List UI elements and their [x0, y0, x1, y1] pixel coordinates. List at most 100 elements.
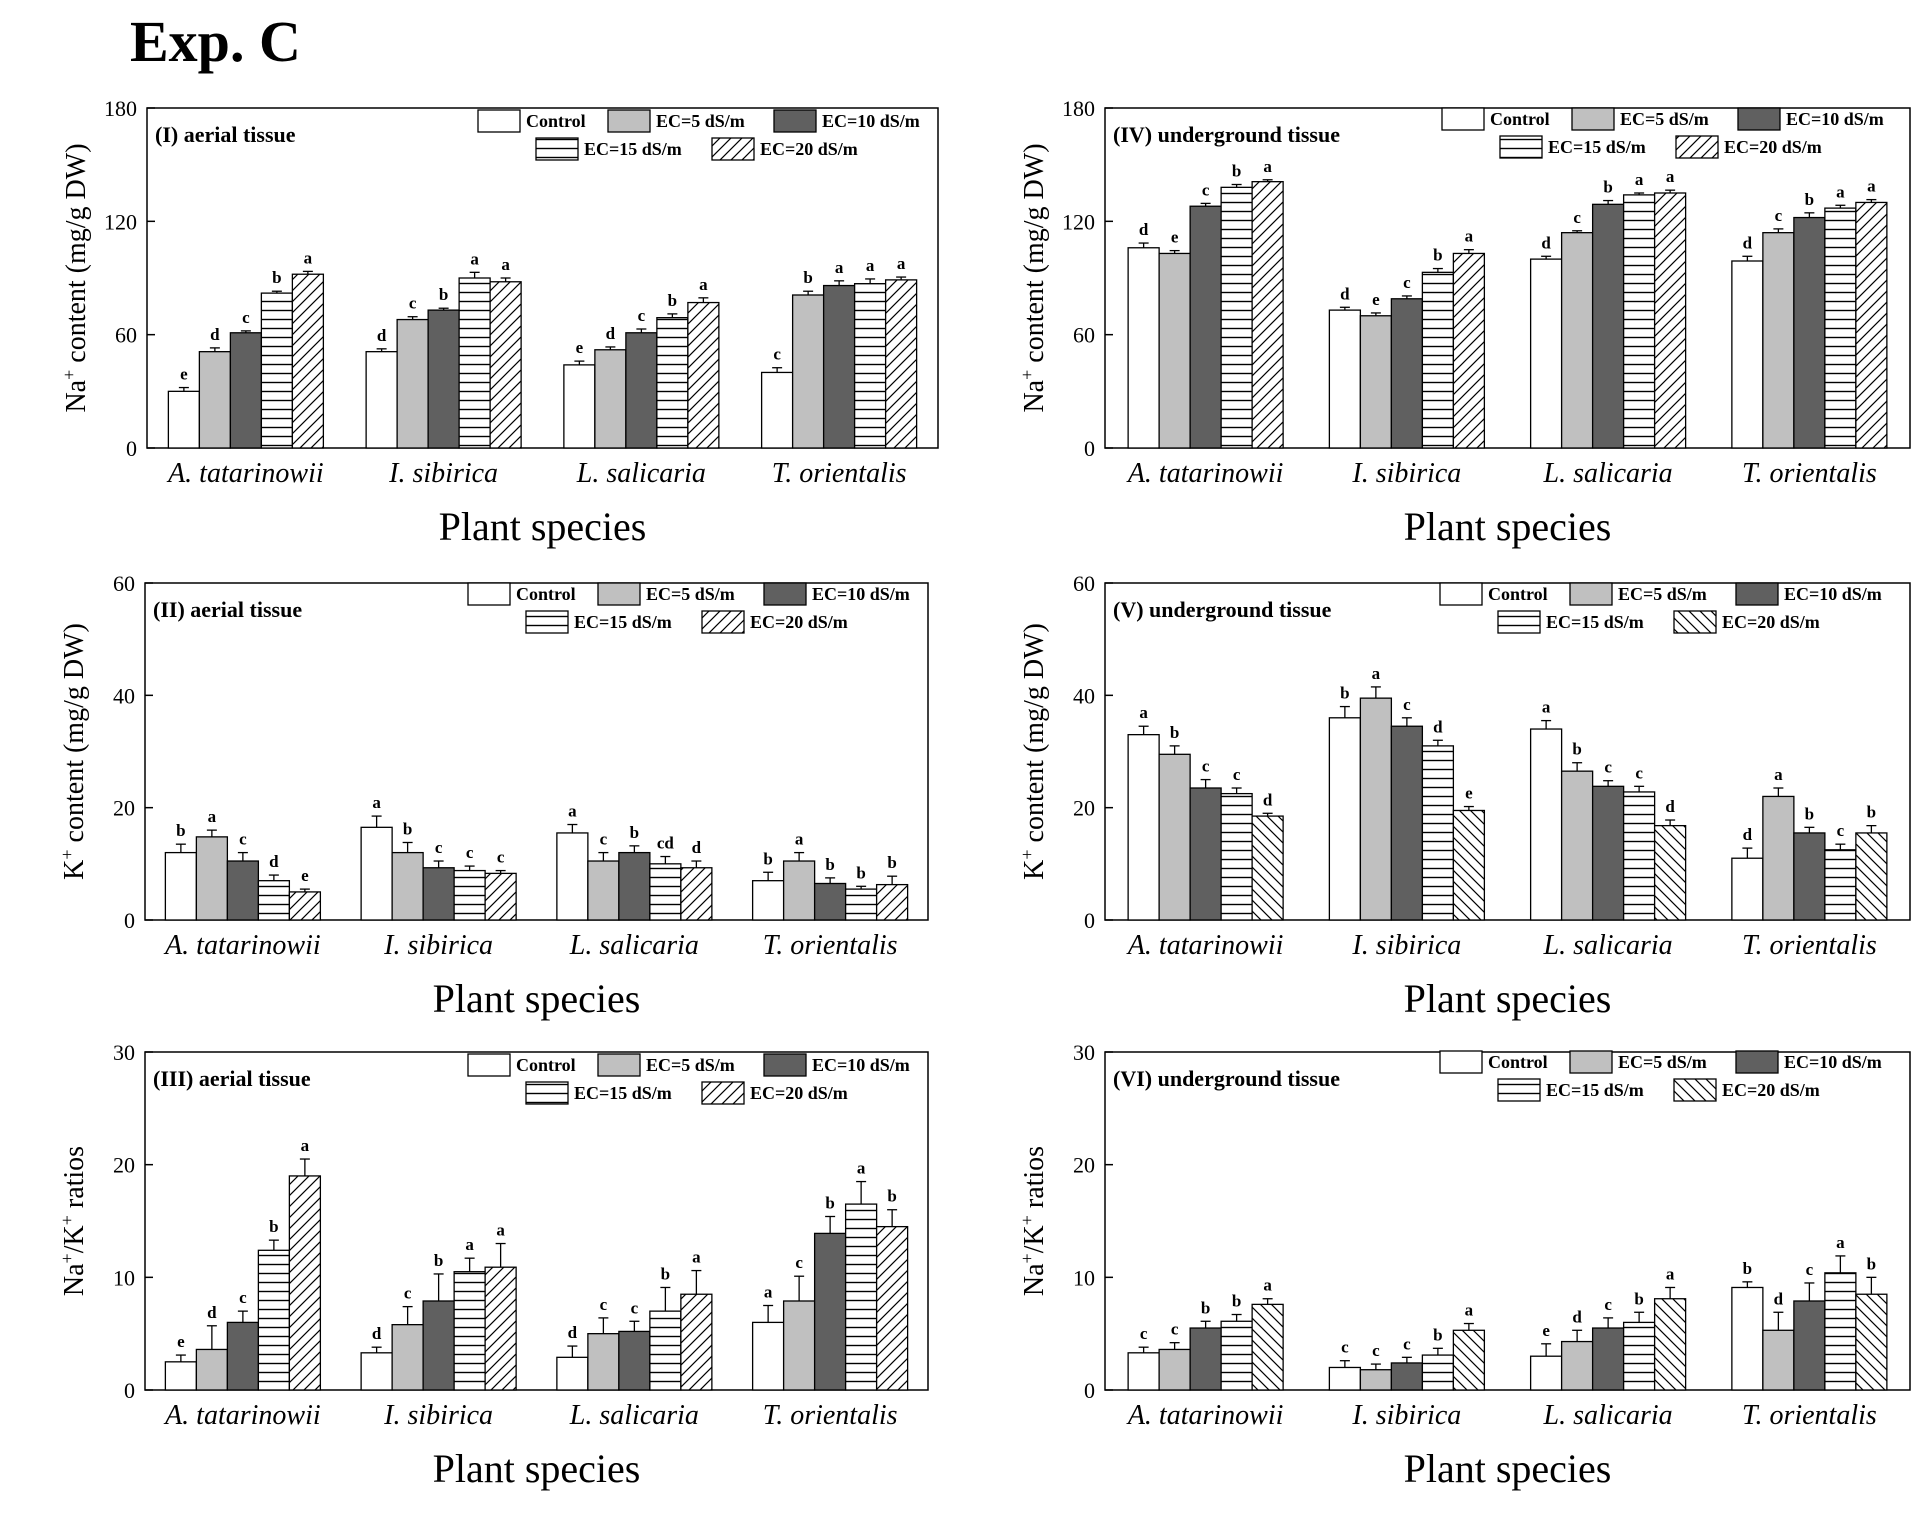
bar	[813, 882, 847, 921]
bar	[844, 1203, 878, 1391]
bar	[1731, 260, 1764, 449]
legend-swatch	[467, 1053, 511, 1077]
significance-letter: c	[1140, 1324, 1148, 1343]
significance-letter: a	[866, 256, 875, 275]
significance-letter: c	[404, 1284, 412, 1303]
significance-letter: b	[1340, 684, 1349, 703]
significance-letter: d	[269, 852, 279, 871]
bar	[884, 279, 918, 449]
legend-swatch	[1497, 610, 1541, 634]
significance-letter: c	[1202, 757, 1210, 776]
significance-letter: c	[773, 345, 781, 364]
significance-letter: b	[1433, 246, 1442, 265]
significance-letter: a	[857, 1159, 866, 1178]
significance-letter: b	[1572, 740, 1581, 759]
significance-letter: b	[1232, 1292, 1241, 1311]
significance-letter: c	[239, 1288, 247, 1307]
legend-label: Control	[1488, 1052, 1548, 1072]
significance-letter: d	[1139, 220, 1149, 239]
bar	[257, 1249, 291, 1391]
bar	[260, 292, 294, 449]
y-axis-label-superscript: +	[1017, 1215, 1037, 1225]
y-axis-label-superscript: +	[1017, 370, 1037, 380]
bar	[656, 317, 689, 449]
legend-swatch	[1439, 582, 1483, 606]
legend-label: EC=5 dS/m	[1620, 109, 1709, 129]
bar	[1824, 849, 1857, 921]
bar	[1452, 252, 1486, 449]
panel-title: (V) underground tissue	[1113, 597, 1332, 622]
panel-title: (VI) underground tissue	[1113, 1066, 1340, 1091]
y-axis-label-part: Na	[1019, 379, 1050, 412]
bar	[164, 1361, 198, 1391]
significance-letter: a	[1465, 1301, 1474, 1320]
significance-letter: d	[1572, 1307, 1582, 1326]
y-tick-label: 20	[1073, 1153, 1095, 1178]
y-axis-label-part: ratios	[59, 1146, 90, 1215]
y-tick-label: 0	[124, 908, 135, 933]
bar	[1855, 1293, 1888, 1391]
significance-letter: c	[1403, 695, 1411, 714]
legend-label: EC=15 dS/m	[1546, 612, 1644, 632]
bar	[751, 880, 785, 921]
significance-letter: cd	[657, 834, 675, 853]
legend-swatch	[711, 137, 755, 161]
bar	[680, 1293, 713, 1391]
significance-letter: a	[208, 807, 217, 826]
bar	[167, 390, 201, 449]
bar	[1653, 824, 1687, 921]
bar	[1452, 809, 1486, 921]
legend-swatch	[1735, 1050, 1779, 1074]
y-axis-label-part: K	[1019, 860, 1050, 880]
bar	[1793, 1300, 1826, 1391]
y-tick-label: 40	[113, 683, 135, 708]
y-tick-label: 10	[1073, 1265, 1095, 1290]
bar	[1855, 201, 1888, 449]
bar	[226, 860, 260, 921]
legend-swatch	[773, 109, 817, 133]
significance-letter: a	[470, 249, 479, 268]
significance-letter: d	[372, 1324, 382, 1343]
panel-title: (III) aerial tissue	[153, 1066, 311, 1091]
significance-letter: c	[631, 1298, 639, 1317]
significance-letter: d	[1340, 284, 1350, 303]
significance-letter: b	[1634, 1289, 1643, 1308]
significance-letter: d	[1743, 825, 1753, 844]
y-axis-label-part: /K	[59, 1225, 90, 1253]
legend-swatch	[525, 610, 569, 634]
legend-swatch	[1439, 1050, 1483, 1074]
bar	[484, 872, 517, 921]
plot-frame	[144, 1051, 929, 1391]
panel-III: 0 10 20 30 A. tatarinowii e d c b a I. sibirica d c b…	[57, 1040, 929, 1491]
y-tick-label: 40	[1073, 683, 1095, 708]
legend-swatch	[1499, 135, 1543, 159]
y-tick-label: 60	[113, 571, 135, 596]
bar	[1762, 232, 1795, 449]
legend-label: EC=15 dS/m	[1546, 1080, 1644, 1100]
bar	[1560, 770, 1594, 921]
x-category-label: T. orientalis	[1742, 930, 1877, 961]
bar	[751, 1321, 785, 1391]
significance-letter: a	[304, 248, 313, 267]
x-axis-label: Plant species	[1404, 976, 1612, 1021]
significance-letter: e	[576, 338, 584, 357]
plot-frame	[1104, 107, 1911, 449]
significance-letter: a	[1774, 765, 1783, 784]
significance-letter: a	[1263, 157, 1272, 176]
significance-letter: c	[466, 843, 474, 862]
significance-letter: a	[897, 254, 906, 273]
legend-label: EC=5 dS/m	[1618, 1052, 1707, 1072]
bar	[1220, 1320, 1253, 1391]
significance-letter: e	[1372, 290, 1380, 309]
significance-letter: b	[887, 1187, 896, 1206]
significance-letter: c	[1635, 763, 1643, 782]
y-tick-label: 120	[104, 209, 137, 234]
legend-label: EC=10 dS/m	[812, 584, 910, 604]
bar	[1591, 1327, 1625, 1391]
significance-letter: a	[1139, 703, 1148, 722]
legend-swatch	[1569, 582, 1613, 606]
bar	[1793, 216, 1826, 449]
panel-title: (II) aerial tissue	[153, 597, 302, 622]
significance-letter: b	[825, 1193, 834, 1212]
